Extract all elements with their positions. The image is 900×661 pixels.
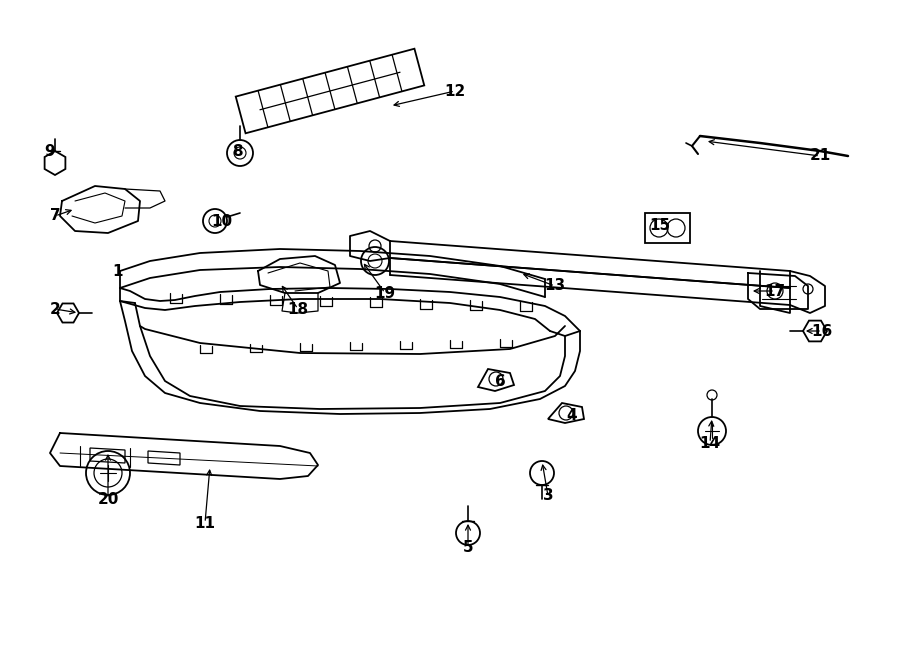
Text: 6: 6 xyxy=(495,373,506,389)
Text: 20: 20 xyxy=(97,492,119,506)
Text: 2: 2 xyxy=(50,301,60,317)
Text: 16: 16 xyxy=(812,323,833,338)
Text: 1: 1 xyxy=(112,264,123,278)
Text: 12: 12 xyxy=(445,83,465,98)
Text: 19: 19 xyxy=(374,286,396,301)
Text: 18: 18 xyxy=(287,301,309,317)
Text: 13: 13 xyxy=(544,278,565,293)
Text: 3: 3 xyxy=(543,488,553,504)
Text: 9: 9 xyxy=(45,143,55,159)
Text: 7: 7 xyxy=(50,208,60,223)
Text: 8: 8 xyxy=(231,143,242,159)
Text: 21: 21 xyxy=(809,149,831,163)
Text: 10: 10 xyxy=(212,214,232,229)
Text: 15: 15 xyxy=(650,219,670,233)
Text: 4: 4 xyxy=(567,408,577,424)
Text: 11: 11 xyxy=(194,516,215,531)
Text: 5: 5 xyxy=(463,541,473,555)
Text: 14: 14 xyxy=(699,436,721,451)
Text: 17: 17 xyxy=(764,284,786,299)
